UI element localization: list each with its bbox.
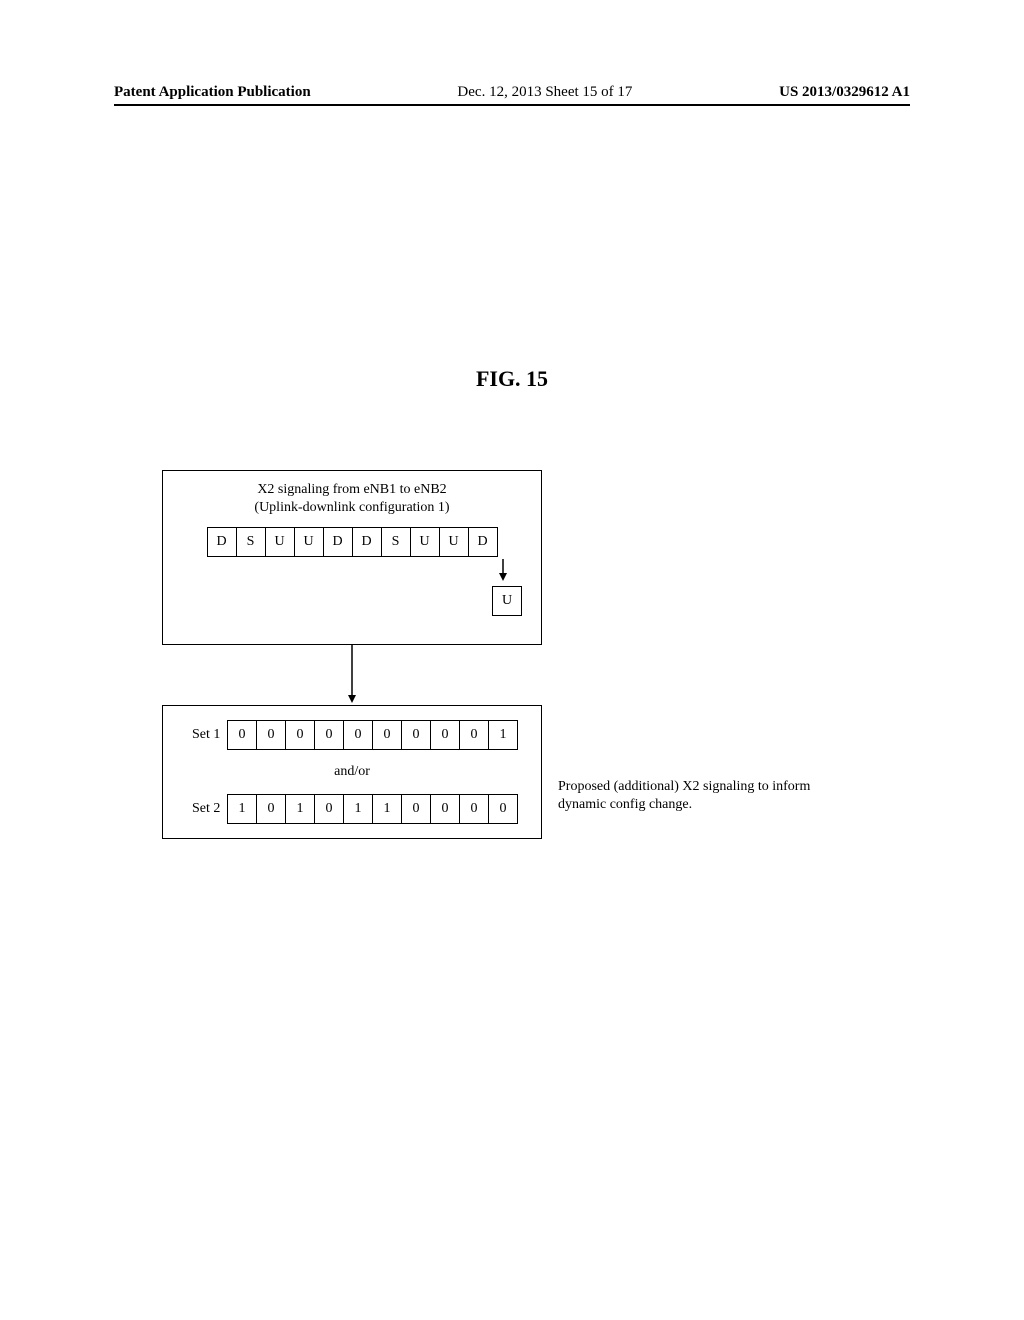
set2-cell: 0 (401, 794, 431, 824)
set2-cell: 1 (227, 794, 257, 824)
sf-cell: D (323, 527, 353, 557)
sf-cell: S (381, 527, 411, 557)
and-or-label: and/or (163, 764, 541, 780)
set2-label: Set 2 (186, 801, 228, 817)
sf-cell: U (265, 527, 295, 557)
sets-box: Set 1 0 0 0 0 0 0 0 0 0 1 and/or Set 2 1… (162, 705, 542, 839)
set2-cell: 0 (430, 794, 460, 824)
set2-cell: 0 (488, 794, 518, 824)
connector (162, 645, 542, 705)
set2-cell: 0 (459, 794, 489, 824)
page-header: Patent Application Publication Dec. 12, … (114, 84, 910, 101)
set2-row: Set 2 1 0 1 0 1 1 0 0 0 0 (163, 794, 541, 824)
set1-row: Set 1 0 0 0 0 0 0 0 0 0 1 (163, 720, 541, 750)
set2-cell: 0 (314, 794, 344, 824)
set1-cell: 0 (372, 720, 402, 750)
set1-cell: 0 (343, 720, 373, 750)
side-note: Proposed (additional) X2 signaling to in… (558, 778, 838, 814)
header-rule (114, 104, 910, 106)
set1-label: Set 1 (186, 727, 228, 743)
header-left: Patent Application Publication (114, 84, 311, 101)
changed-cell: U (492, 586, 522, 616)
set2-cell: 1 (343, 794, 373, 824)
sf-cell: D (207, 527, 237, 557)
sf-cell: U (410, 527, 440, 557)
signaling-line2: (Uplink-downlink configuration 1) (254, 500, 449, 515)
set1-cell: 0 (401, 720, 431, 750)
set2-cell: 1 (285, 794, 315, 824)
set1-cell: 0 (227, 720, 257, 750)
sf-cell: U (294, 527, 324, 557)
signaling-title: X2 signaling from eNB1 to eNB2 (Uplink-d… (181, 481, 523, 517)
set1-cell: 0 (314, 720, 344, 750)
subframe-row: D S U U D D S U U D (181, 527, 523, 557)
set1-cell: 1 (488, 720, 518, 750)
diagram: X2 signaling from eNB1 to eNB2 (Uplink-d… (162, 470, 542, 839)
arrow-down-icon (181, 559, 508, 586)
signaling-line1: X2 signaling from eNB1 to eNB2 (257, 482, 446, 497)
set2-cell: 1 (372, 794, 402, 824)
set1-cell: 0 (256, 720, 286, 750)
sf-cell: S (236, 527, 266, 557)
sf-cell: U (439, 527, 469, 557)
changed-subframe: U (181, 586, 523, 616)
header-right: US 2013/0329612 A1 (779, 84, 910, 101)
figure-label: FIG. 15 (0, 366, 1024, 392)
set1-cell: 0 (285, 720, 315, 750)
set2-cell: 0 (256, 794, 286, 824)
sf-cell: D (468, 527, 498, 557)
set1-cell: 0 (430, 720, 460, 750)
sf-cell: D (352, 527, 382, 557)
header-mid: Dec. 12, 2013 Sheet 15 of 17 (457, 84, 632, 101)
signaling-box: X2 signaling from eNB1 to eNB2 (Uplink-d… (162, 470, 542, 645)
set1-cell: 0 (459, 720, 489, 750)
